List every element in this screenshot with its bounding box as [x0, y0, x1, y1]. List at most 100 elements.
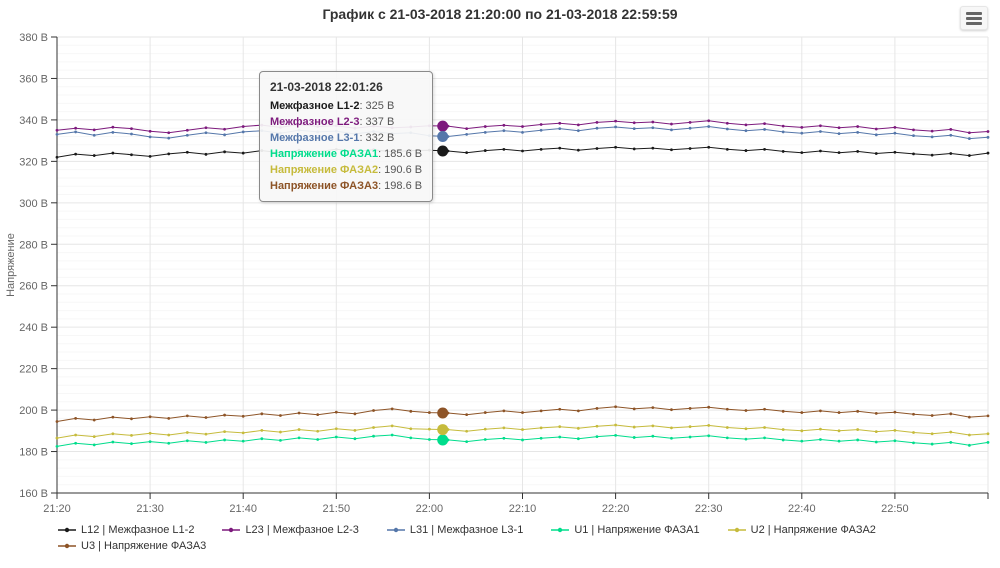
series-group-U3: [55, 405, 990, 423]
series-point: [986, 135, 990, 139]
series-point: [651, 120, 655, 124]
series-point: [837, 429, 841, 433]
series-point: [92, 154, 96, 157]
series-point: [372, 426, 375, 429]
series-point: [949, 128, 953, 131]
series-point: [744, 427, 748, 431]
tooltip-row-U2: Напряжение ФАЗА2: 190.6 В: [270, 162, 422, 178]
series-point: [92, 418, 96, 422]
x-axis-label: 21:40: [229, 503, 257, 515]
series-point: [688, 126, 692, 130]
series-point: [297, 428, 301, 431]
series-point: [651, 126, 655, 130]
series-point: [409, 436, 413, 440]
series-point: [856, 409, 860, 413]
series-point: [688, 425, 692, 429]
plot-area[interactable]: 160 В 180 В 200 В 220 В 240 В 260 В 280 В 300 В…: [0, 0, 1000, 520]
tooltip-series-label: Напряжение ФАЗА2: [270, 164, 379, 176]
series-point: [800, 131, 804, 135]
series-point: [949, 152, 953, 155]
series-point: [576, 437, 580, 441]
y-axis-label: 200 В: [19, 405, 48, 417]
series-point: [688, 407, 692, 410]
series-point: [837, 411, 841, 414]
legend-item-L31[interactable]: L31 | Межфазное L3-1: [386, 524, 523, 536]
series-point: [74, 130, 78, 134]
tooltip-series-value: : 190.6 В: [378, 164, 423, 176]
series-point: [930, 414, 934, 417]
y-axis-label: 240 В: [19, 322, 48, 334]
series-point: [279, 430, 282, 434]
legend-item-U3[interactable]: U3 | Напряжение ФАЗА3: [58, 540, 206, 552]
series-point: [167, 131, 171, 135]
series-point: [856, 428, 860, 431]
series-point: [428, 427, 431, 431]
export-menu-button[interactable]: [960, 6, 988, 30]
series-point: [744, 123, 748, 127]
series-point: [614, 423, 617, 427]
series-point: [744, 409, 748, 412]
series-point: [204, 152, 208, 156]
series-point: [558, 121, 562, 125]
series-point: [800, 429, 804, 433]
legend-item-label: L23 | Межфазное L2-3: [245, 524, 359, 536]
series-point: [167, 152, 171, 156]
series-point: [930, 432, 934, 436]
series-point: [967, 415, 971, 419]
series-point: [483, 130, 487, 134]
series-point: [148, 440, 152, 443]
legend-item-L23[interactable]: L23 | Межфазное L2-3: [222, 524, 359, 536]
series-point: [130, 132, 133, 136]
legend-item-U1[interactable]: U1 | Напряжение ФАЗА1: [551, 524, 700, 536]
series-point: [576, 409, 580, 413]
series-point: [837, 126, 841, 130]
series-point: [55, 155, 59, 159]
series-point: [223, 133, 226, 137]
series-point: [390, 424, 394, 428]
tooltip-series-label: Межфазное L2-3: [270, 116, 360, 128]
series-point: [167, 136, 171, 140]
series-point: [632, 147, 636, 151]
tooltip-series-label: Межфазное L1-2: [270, 100, 360, 112]
series-point: [725, 407, 729, 411]
series-point: [781, 409, 785, 413]
series-point: [74, 126, 78, 130]
series-point: [204, 416, 208, 419]
series-point: [483, 438, 487, 441]
series-point: [595, 120, 599, 124]
series-point: [502, 123, 506, 127]
hover-marker-U3: [437, 407, 449, 419]
series-point: [483, 427, 487, 431]
series-point: [130, 433, 133, 437]
series-point: [614, 145, 617, 149]
series-point: [576, 129, 580, 133]
series-point: [334, 410, 338, 414]
tooltip-rows: Межфазное L1-2: 325 В Межфазное L2-3: 337…: [270, 98, 422, 194]
legend-item-U2[interactable]: U2 | Напряжение ФАЗА2: [727, 524, 876, 536]
legend-item-label: U2 | Напряжение ФАЗА2: [750, 524, 876, 536]
series-point: [614, 433, 617, 437]
series-point: [986, 130, 990, 133]
series-point: [92, 128, 96, 132]
y-axis-label: 220 В: [19, 364, 48, 376]
tooltip-series-value: : 337 В: [359, 116, 395, 128]
series-point: [632, 425, 636, 429]
series-point: [632, 436, 636, 439]
series-point: [874, 133, 878, 137]
series-point: [55, 444, 59, 448]
series-point: [241, 151, 245, 155]
series-point: [651, 424, 655, 428]
legend-item-L12[interactable]: L12 | Межфазное L1-2: [58, 524, 194, 536]
series-point: [967, 131, 971, 135]
series-point: [763, 436, 766, 440]
series-point: [539, 409, 543, 413]
series-point: [856, 130, 860, 134]
series-point: [130, 442, 133, 446]
series-point: [670, 408, 673, 412]
series-point: [874, 127, 878, 131]
series-point: [967, 443, 971, 447]
series-point: [223, 150, 226, 154]
series-point: [279, 414, 282, 417]
series-point: [949, 430, 953, 434]
series-point: [521, 125, 524, 128]
